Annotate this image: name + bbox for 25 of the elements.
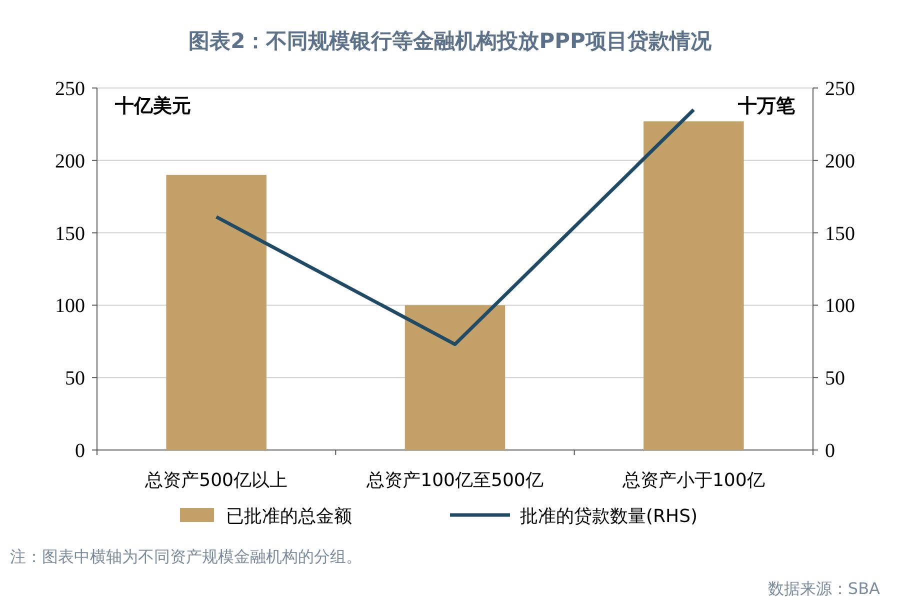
text: 注：图表中横轴为不同资产规模金融机构的分组。 [10,547,362,566]
y2-tick-label: 150 [825,222,855,245]
legend-label: 已批准的总金额 [226,506,352,527]
y-tick-label: 200 [55,150,85,172]
bar [404,305,506,450]
x-tick-label: 总资产100亿至500亿 [366,470,544,491]
legend-label: 批准的贷款数量(RHS) [520,506,698,527]
y-tick-label: 150 [55,222,85,245]
y2-axis-title: 十万笔 [737,95,796,117]
y-tick-label: 250 [55,78,85,100]
bar [644,121,744,450]
y-tick-label: 50 [65,368,85,390]
y-tick-label: 100 [55,295,85,318]
x-tick-label: 总资产500亿以上 [144,470,288,491]
y2-tick-label: 200 [825,150,855,172]
source-note: 数据来源：SBA [768,579,880,598]
y2-tick-label: 250 [825,78,855,100]
bar [166,174,266,450]
y2-tick-label: 0 [825,440,835,462]
y-axis-title: 十亿美元 [114,95,191,117]
y2-tick-label: 100 [825,295,855,318]
y-tick-label: 0 [75,440,85,462]
y2-tick-label: 50 [825,368,845,390]
x-tick-label: 总资产小于100亿 [621,470,765,491]
chart-title: 图表2：不同规模银行等金融机构投放PPP项目贷款情况 [188,29,712,53]
